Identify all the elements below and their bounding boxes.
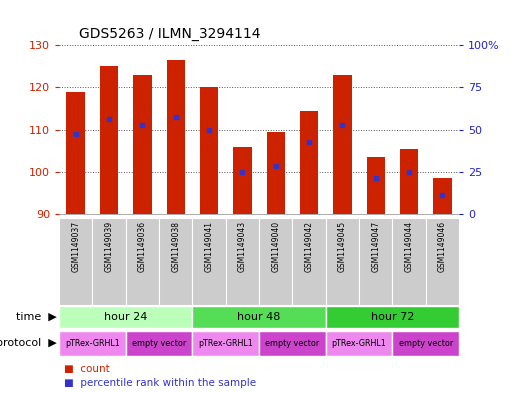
- Text: empty vector: empty vector: [132, 339, 186, 348]
- Text: hour 24: hour 24: [104, 312, 147, 322]
- Bar: [67, 92, 85, 214]
- Text: ■  percentile rank within the sample: ■ percentile rank within the sample: [64, 378, 256, 388]
- Bar: [126, 218, 159, 305]
- Text: empty vector: empty vector: [265, 339, 320, 348]
- Text: GSM1149042: GSM1149042: [305, 221, 313, 272]
- Text: GDS5263 / ILMN_3294114: GDS5263 / ILMN_3294114: [79, 28, 261, 41]
- Text: GSM1149040: GSM1149040: [271, 221, 280, 272]
- Bar: [192, 331, 259, 356]
- Bar: [392, 331, 459, 356]
- Bar: [233, 147, 251, 214]
- Bar: [392, 218, 426, 305]
- Text: GSM1149044: GSM1149044: [405, 221, 413, 272]
- Text: pTRex-GRHL1: pTRex-GRHL1: [65, 339, 120, 348]
- Bar: [259, 331, 326, 356]
- Bar: [192, 306, 326, 328]
- Bar: [367, 157, 385, 214]
- Bar: [300, 111, 318, 214]
- Bar: [267, 132, 285, 214]
- Text: hour 48: hour 48: [238, 312, 281, 322]
- Text: GSM1149038: GSM1149038: [171, 221, 180, 272]
- Text: pTRex-GRHL1: pTRex-GRHL1: [332, 339, 386, 348]
- Text: empty vector: empty vector: [399, 339, 453, 348]
- Text: GSM1149045: GSM1149045: [338, 221, 347, 272]
- Bar: [92, 218, 126, 305]
- Text: GSM1149041: GSM1149041: [205, 221, 213, 272]
- Text: GSM1149036: GSM1149036: [138, 221, 147, 272]
- Text: GSM1149037: GSM1149037: [71, 221, 80, 272]
- Bar: [200, 87, 218, 214]
- Text: pTRex-GRHL1: pTRex-GRHL1: [199, 339, 253, 348]
- Bar: [433, 178, 451, 214]
- Bar: [400, 149, 418, 214]
- Bar: [100, 66, 118, 214]
- Text: GSM1149039: GSM1149039: [105, 221, 113, 272]
- Bar: [326, 331, 392, 356]
- Text: hour 72: hour 72: [371, 312, 414, 322]
- Bar: [133, 75, 151, 214]
- Bar: [292, 218, 326, 305]
- Bar: [259, 218, 292, 305]
- Text: GSM1149047: GSM1149047: [371, 221, 380, 272]
- Bar: [359, 218, 392, 305]
- Bar: [59, 331, 126, 356]
- Text: time  ▶: time ▶: [16, 312, 56, 322]
- Bar: [192, 218, 226, 305]
- Bar: [159, 218, 192, 305]
- Bar: [326, 218, 359, 305]
- Bar: [333, 75, 351, 214]
- Bar: [126, 331, 192, 356]
- Bar: [426, 218, 459, 305]
- Bar: [226, 218, 259, 305]
- Text: GSM1149043: GSM1149043: [238, 221, 247, 272]
- Text: GSM1149046: GSM1149046: [438, 221, 447, 272]
- Bar: [167, 60, 185, 214]
- Bar: [59, 306, 192, 328]
- Bar: [326, 306, 459, 328]
- Bar: [59, 218, 92, 305]
- Text: protocol  ▶: protocol ▶: [0, 338, 56, 348]
- Text: ■  count: ■ count: [64, 364, 110, 375]
